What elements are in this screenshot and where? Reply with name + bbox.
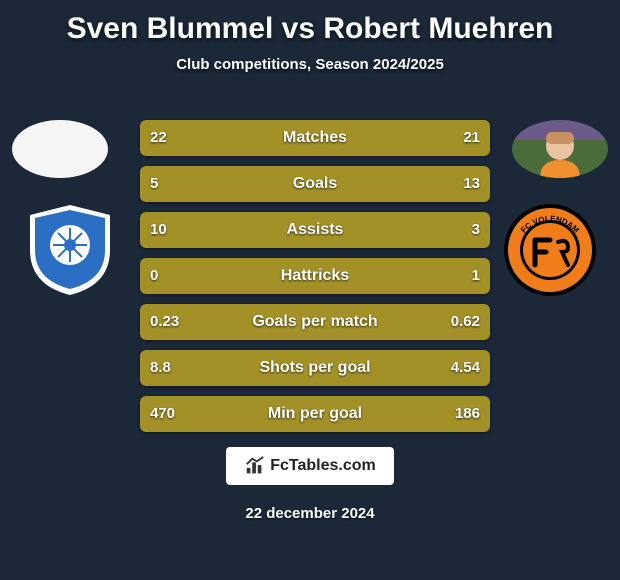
- stat-value-left: 5: [150, 166, 158, 202]
- stat-value-right: 4.54: [451, 350, 480, 386]
- stat-row: Assists10 3: [140, 212, 490, 248]
- player-right-photo: [512, 120, 608, 178]
- chart-icon: [244, 455, 266, 477]
- stat-value-right: 13: [463, 166, 480, 202]
- stat-value-left: 22: [150, 120, 167, 156]
- stat-row: Goals per match0.23 0.62: [140, 304, 490, 340]
- club-right-logo: FC VOLENDAM: [500, 200, 600, 300]
- stat-row: Goals5 13: [140, 166, 490, 202]
- stat-label: Shots per goal: [140, 350, 490, 386]
- watermark-text: FcTables.com: [270, 457, 376, 475]
- watermark: FcTables.com: [226, 447, 394, 485]
- stat-value-left: 10: [150, 212, 167, 248]
- stat-value-left: 470: [150, 396, 175, 432]
- page-title: Sven Blummel vs Robert Muehren: [0, 0, 620, 46]
- club-left-logo: [20, 200, 120, 300]
- stat-value-left: 0.23: [150, 304, 179, 340]
- stat-label: Goals: [140, 166, 490, 202]
- stat-value-right: 21: [463, 120, 480, 156]
- date-label: 22 december 2024: [0, 505, 620, 522]
- stat-label: Goals per match: [140, 304, 490, 340]
- stat-value-right: 186: [455, 396, 480, 432]
- stat-value-right: 1: [472, 258, 480, 294]
- stat-value-right: 0.62: [451, 304, 480, 340]
- stat-row: Hattricks0 1: [140, 258, 490, 294]
- stat-label: Matches: [140, 120, 490, 156]
- stat-row: Min per goal470 186: [140, 396, 490, 432]
- stats-container: Matches22 21 Goals5 13 Assists10 3 Hattricks0 1…: [140, 120, 490, 442]
- subtitle: Club competitions, Season 2024/2025: [0, 56, 620, 73]
- stat-label: Min per goal: [140, 396, 490, 432]
- stat-value-left: 8.8: [150, 350, 171, 386]
- stat-label: Assists: [140, 212, 490, 248]
- stat-value-right: 3: [472, 212, 480, 248]
- stat-row: Matches22 21: [140, 120, 490, 156]
- stat-label: Hattricks: [140, 258, 490, 294]
- player-left-photo: [12, 120, 108, 178]
- stat-row: Shots per goal8.8 4.54: [140, 350, 490, 386]
- stat-value-left: 0: [150, 258, 158, 294]
